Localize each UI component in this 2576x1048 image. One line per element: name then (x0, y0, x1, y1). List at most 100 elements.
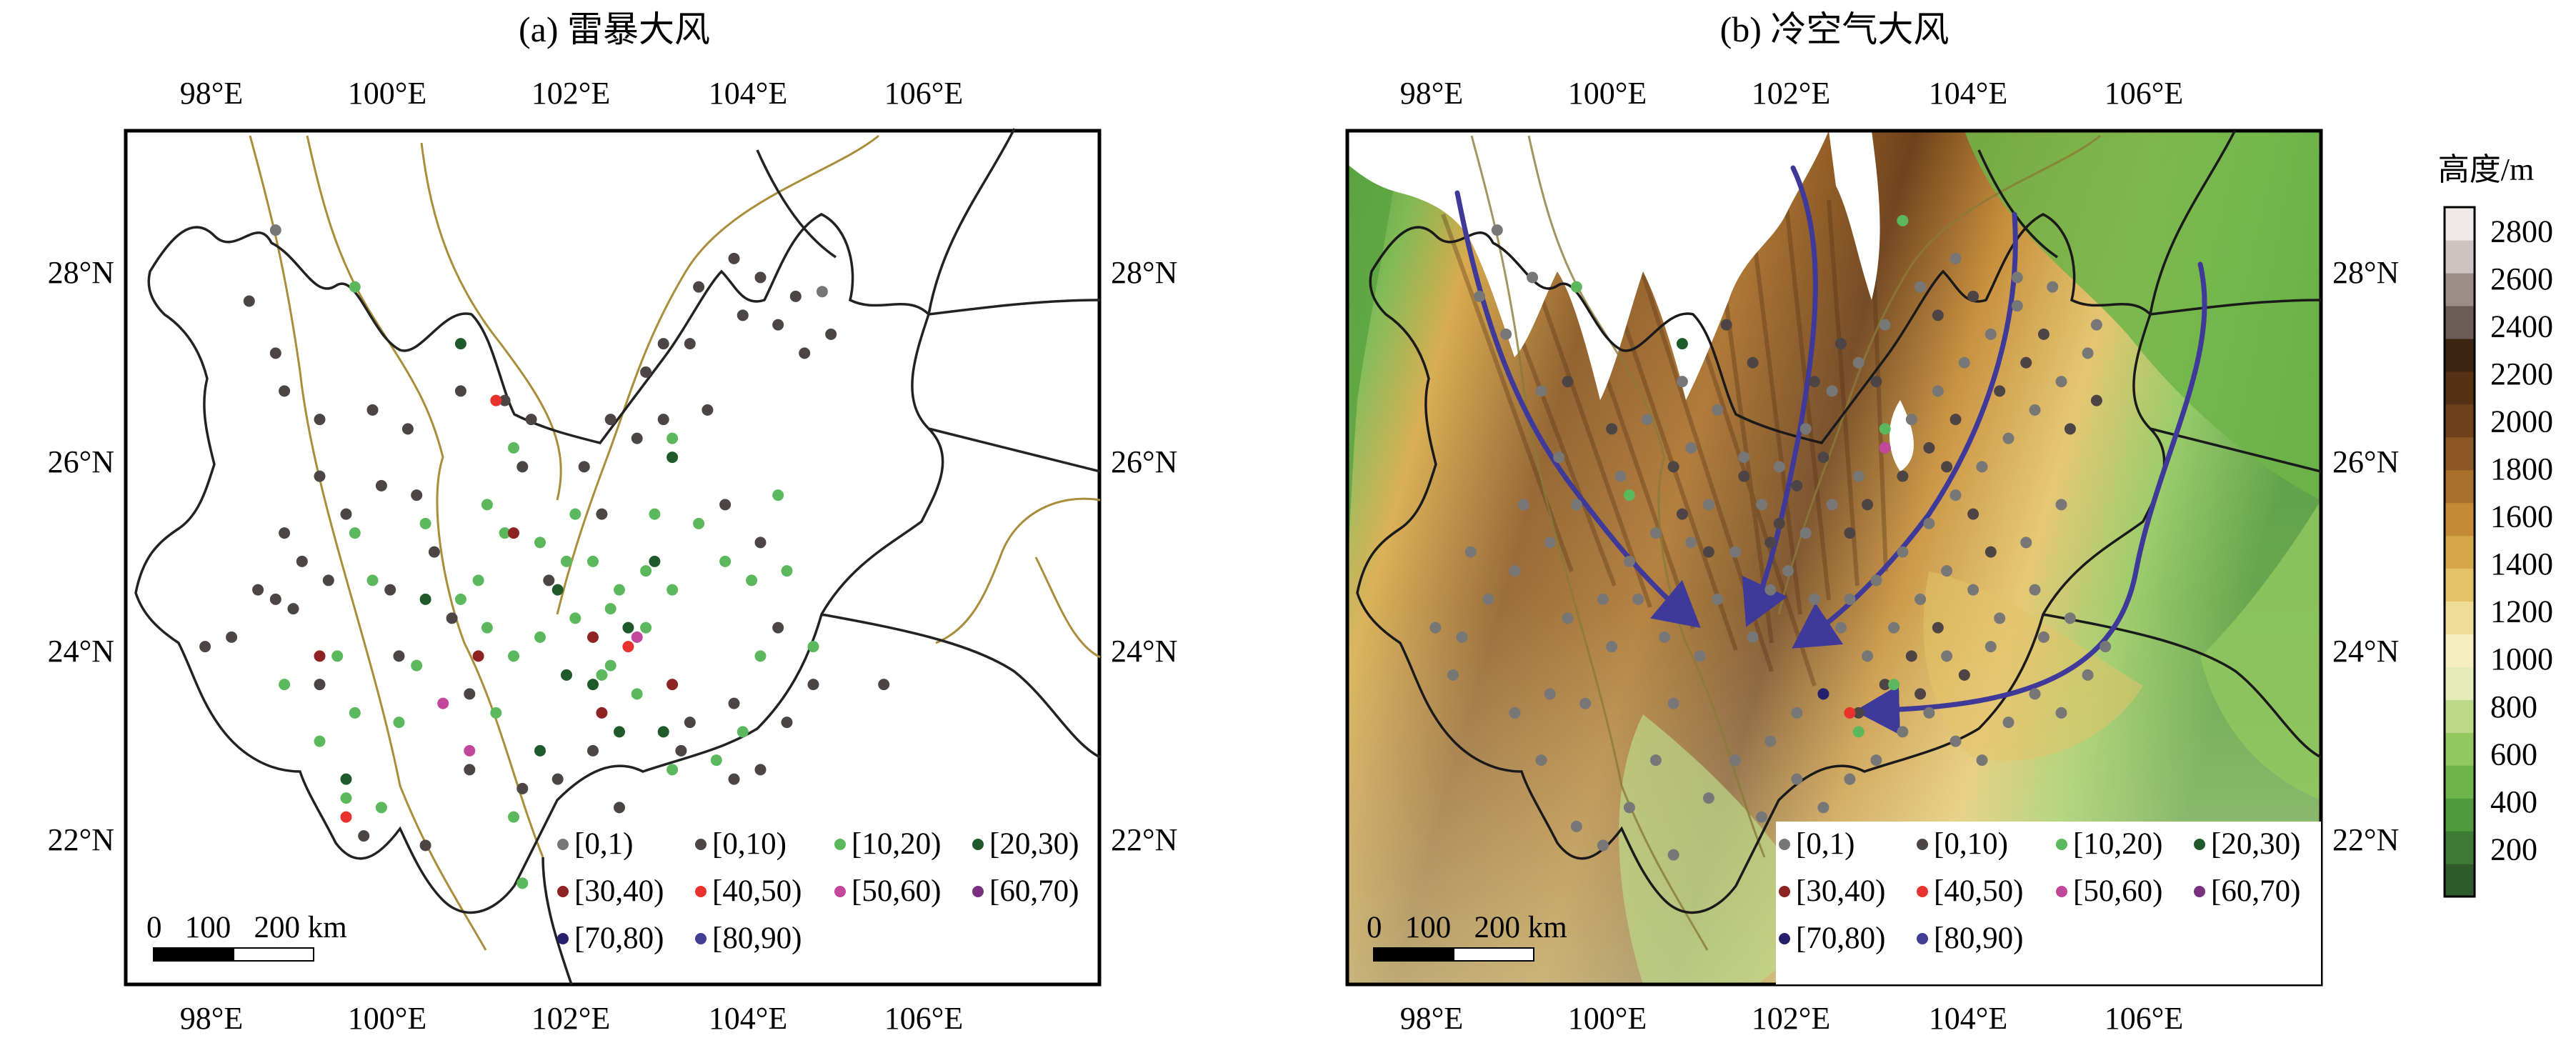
station-dot (1553, 451, 1565, 464)
panel-b-title: (b) 冷空气大风 (1720, 9, 1950, 49)
station-dot (366, 404, 379, 416)
colorbar-block (2445, 404, 2475, 438)
colorbar-block (2445, 798, 2475, 832)
colorbar-tick-label: 2800 (2490, 214, 2553, 249)
legend-label: [10,20) (852, 827, 941, 861)
station-dot (596, 508, 608, 520)
station-dot (746, 574, 758, 587)
station-dot (1474, 290, 1486, 302)
station-dot (587, 679, 599, 691)
station-dot (472, 574, 484, 587)
legend-label: [30,40) (574, 874, 664, 908)
legend-label: [70,80) (1796, 922, 1885, 955)
station-dot (2011, 271, 2023, 284)
legend-marker (557, 933, 569, 944)
station-dot (1914, 688, 1927, 700)
station-dot (279, 385, 291, 397)
station-dot (2002, 432, 2015, 444)
station-dot (1994, 385, 2006, 397)
station-dot (419, 839, 431, 852)
station-dot (2090, 394, 2102, 406)
station-dot (1897, 726, 1909, 738)
colorbar-block (2445, 338, 2475, 372)
station-dot (781, 565, 793, 577)
station-dot (1809, 593, 1820, 605)
station-dot (2029, 688, 2041, 700)
station-dot (728, 773, 740, 785)
station-dot (1676, 338, 1688, 350)
station-dot (1844, 593, 1856, 605)
station-dot (1712, 404, 1724, 416)
elevation-colorbar: 高度/m 20040060080010001200140016001800200… (2438, 152, 2553, 898)
station-dot (1985, 546, 1997, 558)
station-dot (684, 338, 696, 350)
panel-a: (a) 雷暴大风 98°E 100°E 102°E 104°E 106°E 98… (48, 9, 1178, 1036)
station-dot (596, 707, 608, 719)
station-dot (737, 726, 749, 738)
station-dot (437, 697, 449, 709)
station-dot (1879, 679, 1891, 691)
station-dot (710, 754, 722, 767)
station-dot (2090, 319, 2102, 331)
station-dot (2002, 717, 2015, 729)
station-dot (454, 385, 466, 397)
station-dot (393, 717, 405, 729)
station-dot (569, 508, 581, 520)
station-dot (2020, 356, 2032, 369)
colorbar-block (2445, 240, 2475, 274)
station-dot (1509, 707, 1521, 719)
legend-marker (972, 886, 984, 897)
station-dot (614, 584, 625, 596)
station-dot (1429, 622, 1442, 634)
station-dot (243, 295, 255, 307)
station-dot (411, 489, 423, 501)
station-dot (1976, 754, 1988, 767)
station-dot (2037, 631, 2050, 643)
station-dot (1932, 622, 1944, 634)
station-dot (375, 802, 387, 814)
station-dot (1967, 290, 1980, 302)
panel-b: (b) 冷空气大风 (1345, 9, 2399, 1036)
station-dot (1756, 811, 1767, 823)
station-dot (314, 470, 326, 482)
station-dot (411, 659, 423, 672)
legend-marker (1779, 886, 1790, 897)
station-dot (481, 622, 493, 634)
station-dot (508, 811, 519, 823)
station-dot (561, 669, 572, 681)
station-dot (1835, 338, 1847, 350)
station-dot (1623, 489, 1635, 501)
y-tick-label: 26°N (48, 444, 114, 479)
station-dot (1897, 214, 1909, 226)
station-dot (428, 546, 440, 558)
station-dot (596, 669, 608, 681)
panel-b-y-ticks-right: 22°N 24°N 26°N 28°N (2332, 255, 2399, 857)
station-dot (728, 697, 740, 709)
station-dot (1817, 451, 1829, 464)
legend-marker (695, 886, 707, 897)
station-dot (604, 659, 616, 672)
station-dot (649, 555, 661, 567)
x-tick-label: 100°E (1568, 76, 1647, 111)
panel-b-scale-bar: 0 100 200 km (1367, 911, 1567, 962)
legend-label: [20,30) (2211, 827, 2300, 861)
station-dot (534, 744, 546, 757)
scale-bar-label: 0 100 200 km (146, 911, 347, 944)
station-dot (1720, 319, 1732, 331)
station-dot (269, 224, 281, 236)
station-dot (693, 517, 705, 529)
station-dot (1914, 593, 1927, 605)
panel-a-stations (199, 224, 890, 889)
station-dot (772, 319, 784, 331)
station-dot (516, 877, 529, 889)
x-tick-label: 106°E (884, 1001, 963, 1036)
station-dot (252, 584, 264, 596)
legend-marker (695, 839, 707, 850)
y-tick-label: 24°N (48, 634, 114, 669)
panel-b-stations (1429, 214, 2112, 861)
station-dot (1941, 461, 1953, 473)
panel-b-x-ticks-bottom: 98°E 100°E 102°E 104°E 106°E (1400, 1001, 2183, 1036)
x-tick-label: 98°E (180, 76, 243, 111)
x-tick-label: 102°E (1752, 1001, 1830, 1036)
colorbar-block (2445, 371, 2475, 405)
